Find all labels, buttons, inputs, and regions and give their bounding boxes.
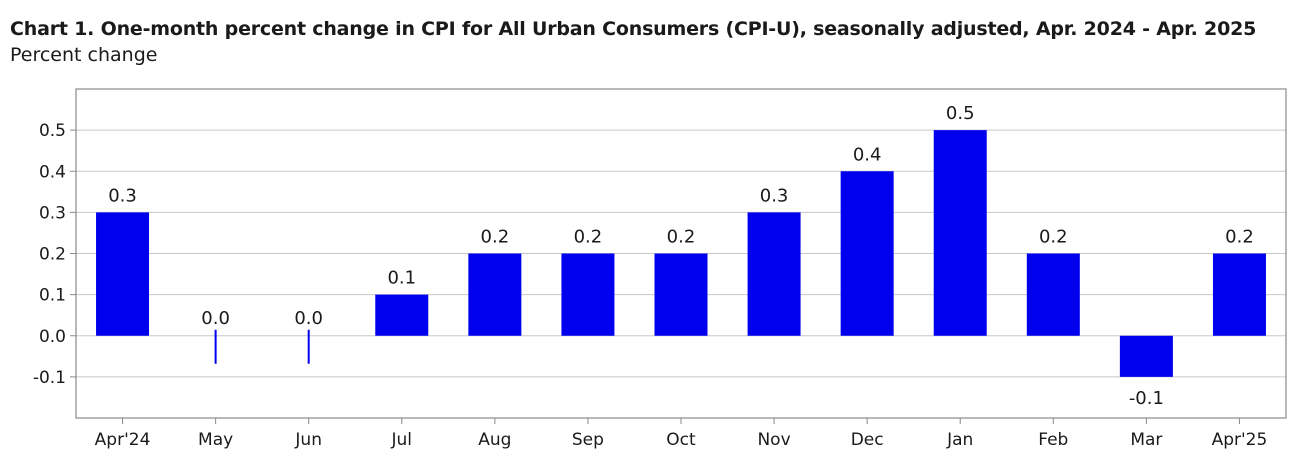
y-tick-label: 0.2 — [39, 245, 66, 265]
x-axis-labels: Apr'24 May Jun Jul Aug Sep Oct Nov Dec Jan Feb Mar A… — [95, 418, 1268, 450]
data-labels: 0.3 0.0 0.0 0.1 0.2 0.2 0.2 0.3 0.4 0.5 0.2 -0.1 0.2 — [108, 103, 1254, 409]
gridlines — [76, 129, 1286, 378]
data-label: 0.2 — [667, 227, 696, 248]
x-tick-label: Apr'25 — [1212, 430, 1268, 450]
y-axis-ticks: -0.1 0.0 0.1 0.2 0.3 0.4 0.5 — [33, 121, 76, 388]
chart-subtitle: Percent change — [10, 44, 158, 66]
y-tick-label: 0.5 — [39, 121, 66, 141]
data-label: 0.0 — [294, 308, 323, 329]
x-tick-label: Mar — [1130, 430, 1162, 450]
x-tick-label: Jun — [294, 430, 322, 450]
y-tick-label: 0.3 — [39, 203, 66, 223]
data-label: 0.4 — [853, 144, 882, 165]
data-label: 0.0 — [201, 308, 230, 329]
bar — [468, 253, 522, 336]
x-tick-label: Dec — [851, 430, 884, 450]
x-tick-label: Apr'24 — [95, 430, 151, 450]
x-tick-label: Nov — [757, 430, 790, 450]
y-tick-label: 0.1 — [39, 286, 66, 306]
bar — [1119, 335, 1173, 377]
bar — [747, 212, 801, 336]
data-label: 0.3 — [760, 185, 789, 206]
y-tick-label: 0.4 — [39, 162, 66, 182]
x-tick-label: Jul — [391, 430, 413, 450]
x-tick-label: Sep — [572, 430, 604, 450]
bar — [840, 171, 894, 336]
bar — [1212, 253, 1266, 336]
x-tick-label: Jan — [946, 430, 973, 450]
data-label: -0.1 — [1129, 388, 1164, 409]
x-tick-label: Aug — [478, 430, 511, 450]
bar — [561, 253, 615, 336]
x-tick-label: Oct — [666, 430, 696, 450]
data-label: 0.2 — [574, 227, 603, 248]
data-label: 0.2 — [481, 227, 510, 248]
bar — [96, 212, 150, 336]
y-tick-label: -0.1 — [33, 368, 66, 388]
data-label: 0.1 — [387, 268, 416, 289]
chart-title: Chart 1. One-month percent change in CPI… — [10, 18, 1257, 40]
data-label: 0.2 — [1039, 227, 1068, 248]
data-label: 0.5 — [946, 103, 975, 124]
data-label: 0.3 — [108, 185, 137, 206]
x-tick-label: May — [198, 430, 233, 450]
x-tick-label: Feb — [1038, 430, 1068, 450]
bars — [96, 130, 1266, 377]
bar — [654, 253, 708, 336]
bar — [933, 130, 987, 336]
bar — [1026, 253, 1080, 336]
data-label: 0.2 — [1225, 227, 1254, 248]
y-tick-label: 0.0 — [39, 327, 66, 347]
bar — [375, 294, 429, 336]
